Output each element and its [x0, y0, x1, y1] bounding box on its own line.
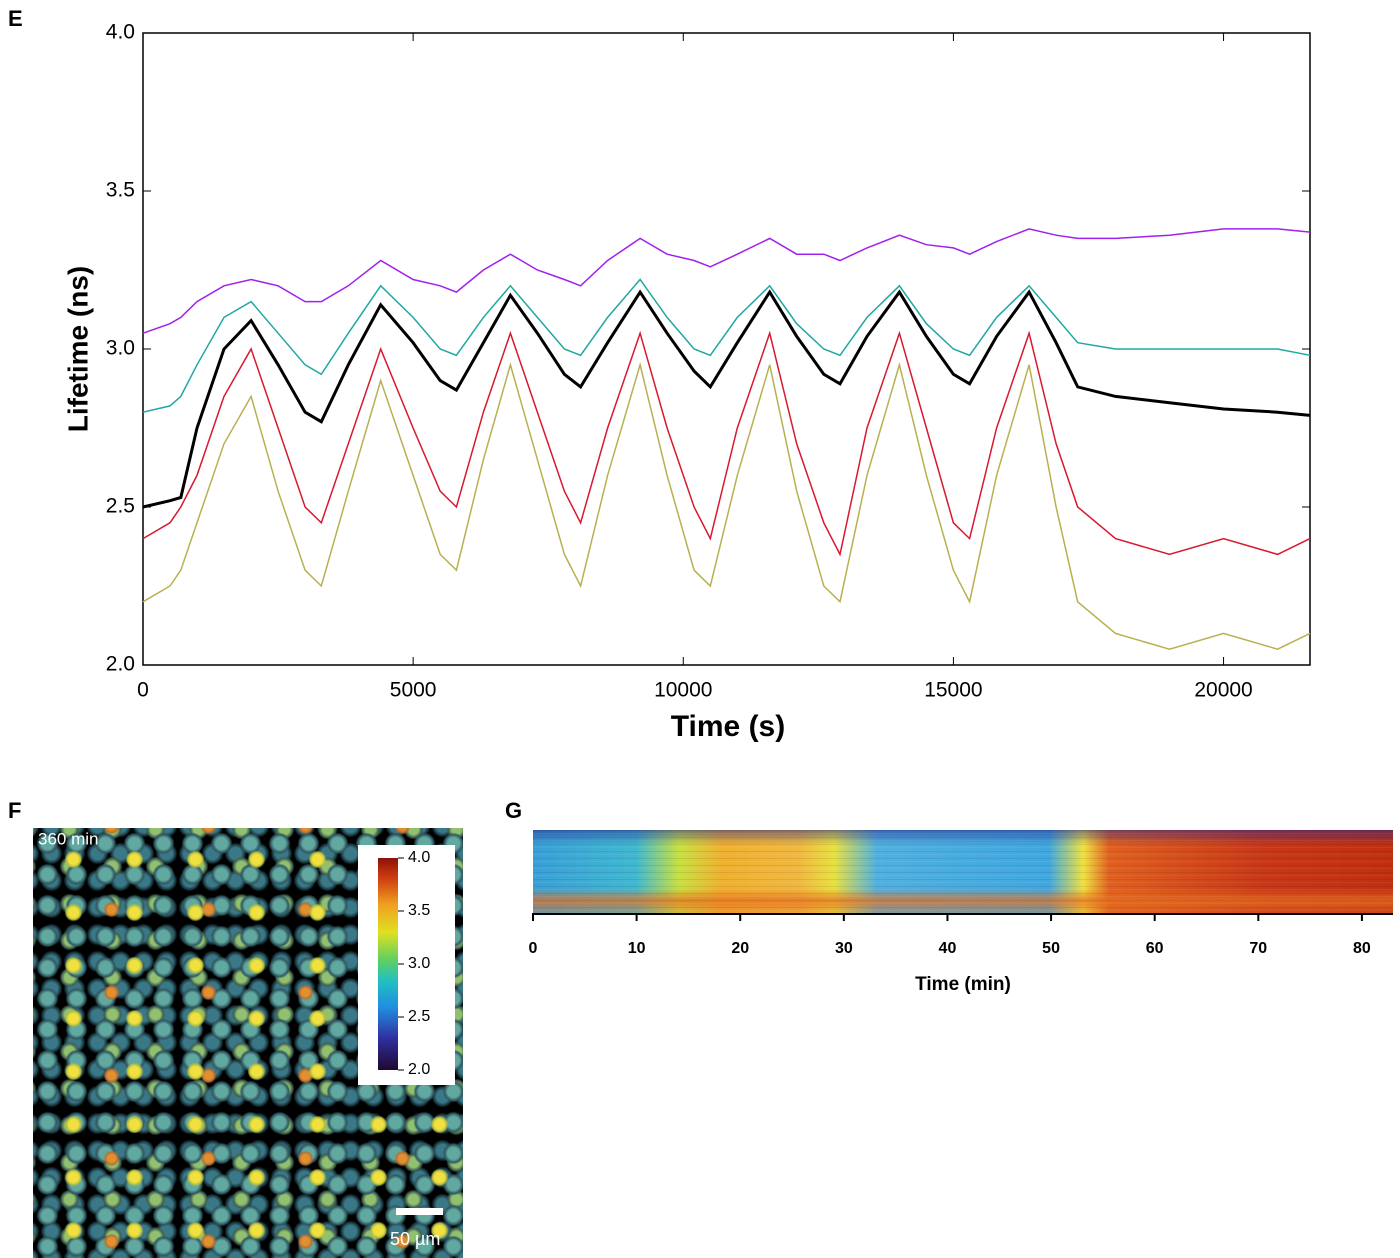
colorbar-tick-label: 4.0: [408, 849, 430, 866]
colorbar-tick-label: 3.0: [408, 955, 430, 972]
colorbar-tick-label: 2.5: [408, 1008, 430, 1025]
scale-bar-label: 50 µm: [390, 1229, 440, 1249]
kymograph: [533, 830, 1393, 913]
x-tick-label: 0: [529, 940, 538, 957]
panel-label: E: [8, 6, 23, 31]
y-tick-label: 2.0: [106, 653, 135, 676]
x-tick-label: 15000: [924, 679, 982, 702]
y-tick-label: 2.5: [106, 495, 135, 518]
series-line: [142, 289, 1311, 509]
panel-label: F: [8, 798, 21, 823]
timestamp: 360 min: [38, 829, 98, 848]
colorbar-tick-label: 2.0: [408, 1061, 430, 1078]
x-tick-label: 30: [835, 940, 853, 957]
y-tick-label: 3.5: [106, 179, 135, 202]
x-tick-label: 80: [1353, 940, 1371, 957]
x-axis-title: Time (min): [915, 974, 1011, 995]
y-tick-label: 4.0: [106, 21, 135, 44]
series-line: [142, 228, 1311, 334]
series-line: [142, 361, 1311, 651]
x-tick-label: 60: [1146, 940, 1164, 957]
x-tick-label: 20000: [1194, 679, 1252, 702]
x-tick-label: 10: [628, 940, 646, 957]
x-tick-label: 50: [1042, 940, 1060, 957]
scale-bar: [396, 1208, 443, 1215]
x-tick-label: 40: [939, 940, 957, 957]
x-axis-title: Time (s): [671, 710, 785, 743]
colorbar-box: [358, 845, 455, 1085]
y-axis-title: Lifetime (ns): [62, 266, 93, 432]
x-tick-label: 70: [1249, 940, 1267, 957]
x-tick-label: 20: [731, 940, 749, 957]
x-tick-label: 5000: [390, 679, 437, 702]
colorbar-tick-label: 3.5: [408, 902, 430, 919]
colorbar: [378, 858, 398, 1070]
x-tick-label: 10000: [654, 679, 712, 702]
series-line: [142, 330, 1311, 557]
y-tick-label: 3.0: [106, 337, 135, 360]
panel-label: G: [505, 798, 522, 823]
x-tick-label: 0: [137, 679, 149, 702]
series-line: [142, 278, 1311, 413]
